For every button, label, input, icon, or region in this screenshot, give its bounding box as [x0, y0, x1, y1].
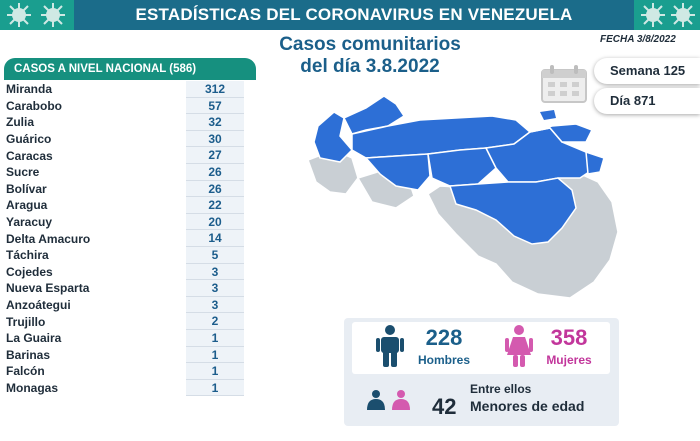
map-region-delta	[585, 150, 605, 175]
table-row: Anzoátegui 3	[0, 296, 258, 314]
table-header: CASOS A NIVEL NACIONAL (586)	[4, 58, 256, 80]
women-count: 358	[550, 325, 588, 350]
state-name: Delta Amacuro	[6, 231, 91, 246]
map-region-bolivar	[448, 177, 577, 245]
state-cases: 26	[186, 180, 244, 198]
state-name: Aragua	[6, 198, 48, 213]
man-icon	[376, 325, 404, 367]
state-cases: 3	[186, 296, 244, 314]
state-name: La Guaira	[6, 331, 62, 346]
people-icon	[367, 390, 410, 410]
table-row: La Guaira 1	[0, 329, 258, 347]
table-row: Caracas 27	[0, 147, 258, 164]
state-name: Táchira	[6, 248, 49, 263]
state-cases: 5	[186, 246, 244, 264]
table-row: Trujillo 2	[0, 313, 258, 330]
women-label: Mujeres	[546, 353, 592, 367]
title-line-2: del día 3.8.2022	[300, 56, 440, 77]
table-row: Bolívar 26	[0, 180, 258, 198]
state-name: Barinas	[6, 347, 51, 362]
state-cases: 1	[186, 329, 244, 347]
state-cases: 312	[186, 81, 244, 98]
table-row: Barinas 1	[0, 346, 258, 364]
page-title: ESTADÍSTICAS DEL CORONAVIRUS EN VENEZUEL…	[135, 5, 573, 24]
table-row: Monagas 1	[0, 379, 258, 397]
table-row: Táchira 5	[0, 246, 258, 264]
state-cases: 30	[186, 130, 244, 148]
map-region-nueva-esparta	[540, 110, 556, 120]
table-row: Carabobo 57	[0, 97, 258, 115]
venezuela-map	[307, 95, 619, 299]
state-name: Zulia	[6, 115, 35, 130]
state-cases: 32	[186, 114, 244, 131]
state-name: Guárico	[6, 132, 52, 147]
state-name: Yaracuy	[6, 215, 53, 230]
table-row: Guárico 30	[0, 130, 258, 148]
table-row: Sucre 26	[0, 163, 258, 181]
virus-icon	[641, 3, 665, 27]
minors-label: Menores de edad	[470, 398, 585, 414]
table-row: Aragua 22	[0, 197, 258, 214]
minors-count: 42	[432, 394, 457, 419]
map-region-llanos	[364, 153, 431, 191]
table-row: Miranda 312	[0, 81, 258, 98]
state-name: Nueva Esparta	[6, 281, 90, 296]
virus-icon	[7, 3, 31, 27]
state-name: Trujillo	[6, 314, 46, 329]
header-band	[74, 0, 634, 30]
state-cases: 1	[186, 346, 244, 364]
table-row: Falcón 1	[0, 363, 258, 380]
state-name: Bolívar	[6, 181, 47, 196]
day-badge: Día 871	[594, 88, 700, 114]
state-name: Carabobo	[6, 98, 63, 113]
state-cases: 26	[186, 163, 244, 181]
state-cases: 57	[186, 97, 244, 115]
table-row: Zulia 32	[0, 114, 258, 131]
table-row: Delta Amacuro 14	[0, 230, 258, 247]
virus-icon	[41, 3, 65, 27]
state-name: Caracas	[6, 148, 53, 163]
virus-icon	[671, 3, 695, 27]
state-cases: 3	[186, 280, 244, 297]
table-row: Nueva Esparta 3	[0, 280, 258, 297]
state-cases: 27	[186, 147, 244, 164]
table-row: Cojedes 3	[0, 263, 258, 281]
calendar-icon	[541, 65, 587, 103]
state-name: Anzoátegui	[6, 298, 71, 313]
state-name: Sucre	[6, 165, 40, 180]
state-cases: 14	[186, 230, 244, 247]
state-cases: 1	[186, 379, 244, 397]
men-count: 228	[425, 325, 463, 350]
header-banner: ESTADÍSTICAS DEL CORONAVIRUS EN VENEZUEL…	[0, 0, 700, 30]
among-label: Entre ellos	[470, 382, 532, 396]
map-region-guarico	[427, 147, 497, 187]
table-row: Yaracuy 20	[0, 213, 258, 231]
state-name: Falcón	[6, 364, 45, 379]
state-cases: 3	[186, 263, 244, 281]
date-label: FECHA 3/8/2022	[600, 34, 676, 45]
state-cases: 1	[186, 363, 244, 380]
state-cases: 22	[186, 197, 244, 214]
state-name: Cojedes	[6, 264, 53, 279]
state-cases: 20	[186, 213, 244, 231]
cases-table: Miranda 312 Carabobo 57 Zulia 32 Guárico 30 Cara…	[0, 81, 258, 397]
men-label: Hombres	[417, 353, 470, 367]
week-badge: Semana 125	[594, 58, 700, 84]
chart-title: Casos comunitarios del día 3.8.2022	[258, 34, 482, 78]
woman-icon	[505, 325, 533, 367]
state-name: Monagas	[6, 380, 59, 395]
state-cases: 2	[186, 313, 244, 330]
title-line-1: Casos comunitarios	[279, 34, 461, 55]
state-name: Miranda	[6, 82, 53, 97]
map-region-sucre	[529, 123, 594, 143]
